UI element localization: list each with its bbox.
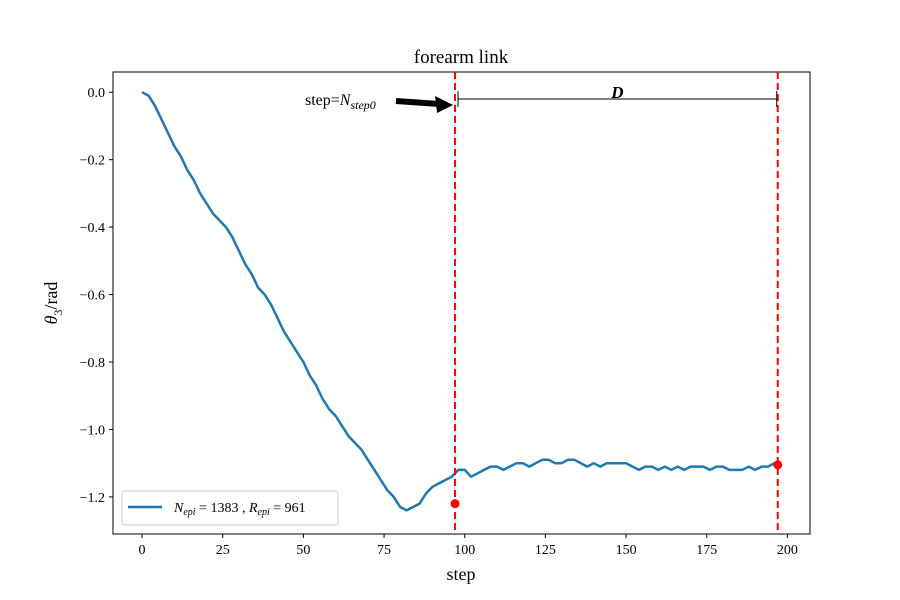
series-line xyxy=(141,91,782,512)
marker-point xyxy=(450,499,460,509)
legend-entry: Nepi = 1383 , Repi = 961 xyxy=(173,501,306,518)
y-tick-label: −0.8 xyxy=(80,356,105,371)
y-tick-label: −0.2 xyxy=(80,154,105,169)
legend-n-var: N xyxy=(173,501,184,516)
x-tick-label: 50 xyxy=(296,543,310,558)
step-annotation: step=Nstep0 xyxy=(305,92,376,112)
x-tick-label: 100 xyxy=(454,543,475,558)
span-label-d: D xyxy=(610,83,623,102)
legend-r-val: = 961 xyxy=(270,501,306,516)
arrow-shaft xyxy=(395,98,440,107)
arrow-head xyxy=(435,95,454,113)
legend-box xyxy=(121,490,339,526)
y-tick-label: −1.0 xyxy=(80,423,105,438)
x-tick-label: 75 xyxy=(377,543,391,558)
step-annotation-sub: step0 xyxy=(350,98,375,112)
x-tick-label: 150 xyxy=(616,543,637,558)
y-axis-label-theta: θ xyxy=(41,315,61,324)
y-tick-label: 0.0 xyxy=(88,86,106,101)
x-tick-label: 0 xyxy=(139,543,146,558)
legend: Nepi = 1383 , Repi = 961 xyxy=(121,490,339,526)
axes-frame xyxy=(112,71,811,535)
legend-r-var: R xyxy=(248,501,258,516)
y-axis-label-sub: 3 xyxy=(51,310,65,316)
y-tick-label: −0.4 xyxy=(80,221,105,236)
x-tick-label: 175 xyxy=(696,543,717,558)
span-bracket xyxy=(457,90,778,107)
marker-point xyxy=(773,460,783,470)
annotation-arrow xyxy=(395,95,454,113)
step-annotation-prefix: step= xyxy=(305,92,340,109)
y-axis-label: θ3/rad xyxy=(41,282,65,325)
x-tick-label: 200 xyxy=(777,543,798,558)
plot-area: 0 25 50 75 100 125 150 175 200 0.0 −0.2 −0.4 −0.6 −0.… xyxy=(80,71,811,558)
legend-r-sub: epi xyxy=(258,507,270,518)
x-tick-label: 125 xyxy=(535,543,556,558)
y-tick-label: −1.2 xyxy=(80,491,105,506)
chart-title: forearm link xyxy=(414,47,509,68)
x-tick-label: 25 xyxy=(216,543,230,558)
step-annotation-var: N xyxy=(339,92,352,109)
y-tick-label: −0.6 xyxy=(80,289,105,304)
legend-n-sub: epi xyxy=(183,507,195,518)
legend-n-val: = 1383 , xyxy=(196,501,249,516)
x-axis-label: step xyxy=(447,564,476,584)
y-axis-label-unit: /rad xyxy=(41,282,61,310)
